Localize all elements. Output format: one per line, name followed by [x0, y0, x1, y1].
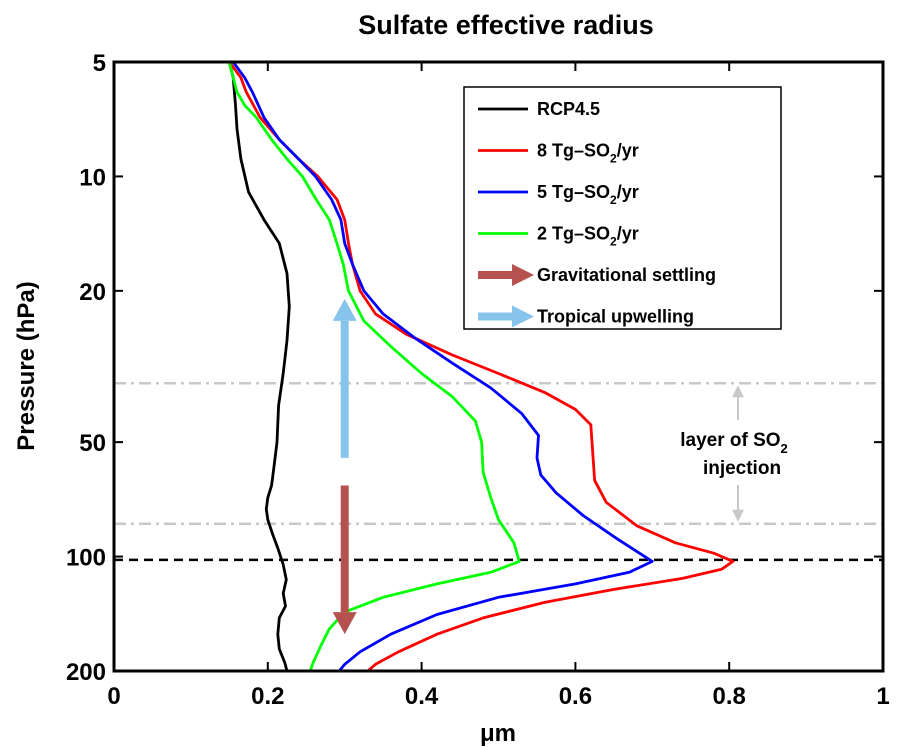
y-tick-label-5: 200 [66, 659, 106, 686]
chart-title: Sulfate effective radius [358, 10, 654, 40]
y-tick-label-1: 10 [79, 164, 106, 191]
arrow-head-1 [332, 612, 357, 635]
y-axis-label: Pressure (hPa) [13, 281, 40, 450]
x-tick-label-0: 0 [107, 683, 120, 710]
arrow-layer [332, 298, 357, 635]
legend-items: RCP4.5 8 Tg–SO2/yr 5 Tg–SO2/yr 2 Tg–SO2/yr G… [478, 99, 716, 328]
annotation-arrow-head-1 [732, 509, 744, 522]
legend-arrow-label-1: Tropical upwelling [537, 307, 694, 327]
x-tick-label-1: 0.2 [251, 683, 284, 710]
y-tick-label-3: 50 [79, 430, 106, 457]
plot-frame [112, 60, 885, 673]
legend-arrow-label-0: Gravitational settling [537, 265, 716, 285]
legend-arrow-head-1 [512, 305, 534, 328]
y-tick-label-0: 5 [93, 50, 106, 77]
y-tick-label-2: 20 [79, 279, 106, 306]
x-tick-label-3: 0.6 [559, 683, 592, 710]
arrow-head-0 [332, 298, 357, 321]
x-tick-label-2: 0.4 [405, 683, 439, 710]
y-axis-ticks: 5 10 20 50 100 200 [66, 50, 883, 686]
x-axis-ticks: 0 0.2 0.4 0.6 0.8 1 [107, 62, 890, 710]
legend-label-0: RCP4.5 [537, 99, 600, 119]
reference-lines [114, 382, 883, 562]
annotation-arrow-head-0 [732, 385, 744, 398]
annotation-line1: layer of SO2 [680, 430, 788, 456]
legend-arrow-head-0 [512, 264, 534, 286]
legend: RCP4.5 8 Tg–SO2/yr 5 Tg–SO2/yr 2 Tg–SO2/yr G… [463, 86, 782, 330]
series-line-0 [227, 62, 291, 671]
x-axis-label: μm [480, 720, 516, 747]
annotation-line1-sub: 2 [781, 441, 788, 456]
series-line-2 [231, 62, 654, 671]
series-layer [227, 62, 735, 671]
x-tick-label-4: 0.8 [713, 683, 746, 710]
x-tick-label-5: 1 [876, 683, 889, 710]
legend-label-2: 5 Tg–SO2/yr [537, 182, 639, 207]
legend-label-1: 8 Tg–SO2/yr [537, 141, 639, 166]
series-line-3 [227, 62, 521, 671]
annotation-line2: injection [703, 458, 781, 479]
legend-box [463, 86, 782, 330]
legend-label-3: 2 Tg–SO2/yr [537, 224, 639, 249]
injection-annotation: layer of SO2 injection [680, 385, 788, 522]
annotation-line1-main: layer of SO [680, 430, 780, 451]
annotation-arrows [732, 385, 744, 522]
y-tick-label-4: 100 [66, 545, 106, 572]
